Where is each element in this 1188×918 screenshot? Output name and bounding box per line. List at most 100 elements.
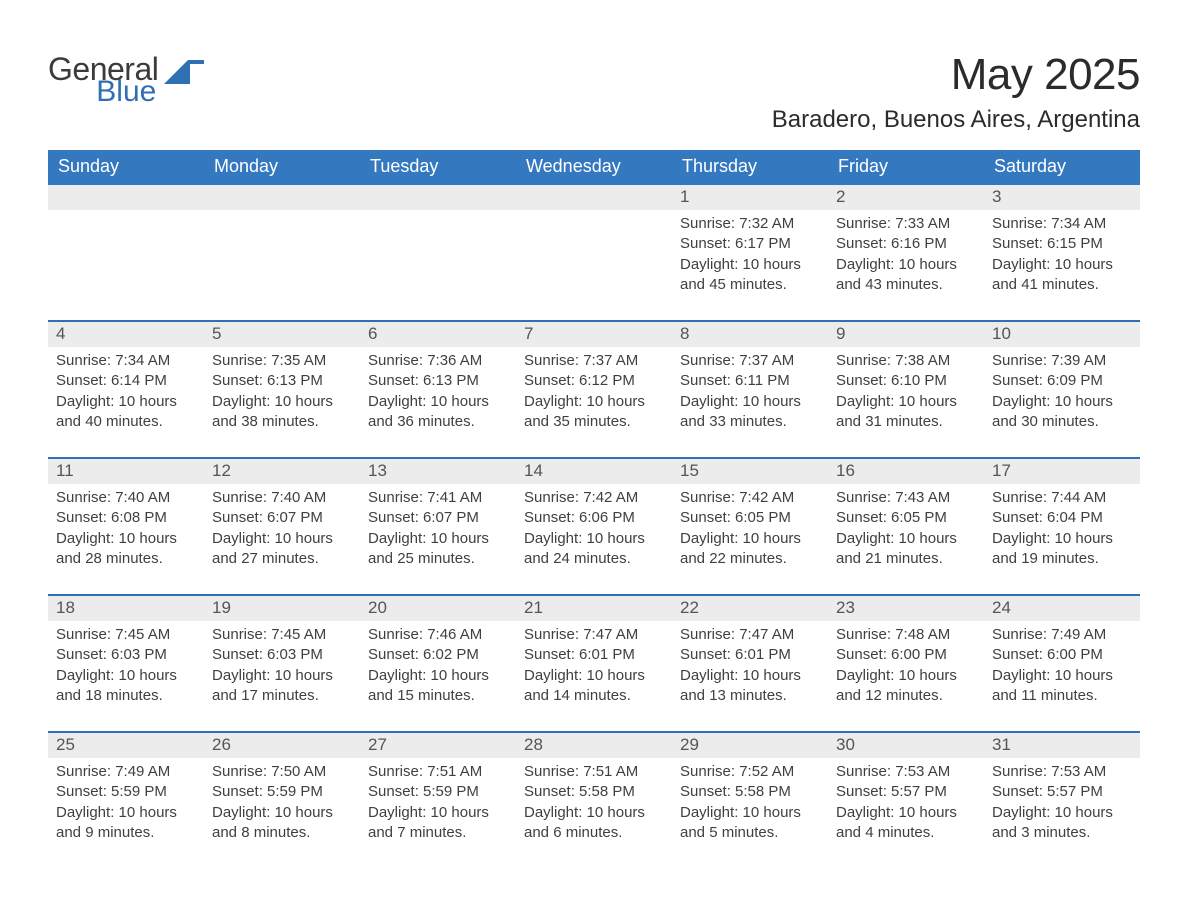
day-cell: Sunrise: 7:45 AMSunset: 6:03 PMDaylight:… <box>204 621 360 713</box>
logo-mark-icon <box>164 60 204 91</box>
daylight-line: Daylight: 10 hours and 25 minutes. <box>368 529 512 570</box>
weekday-header: Tuesday <box>360 150 516 185</box>
day-cell: Sunrise: 7:46 AMSunset: 6:02 PMDaylight:… <box>360 621 516 713</box>
sunrise-line: Sunrise: 7:41 AM <box>368 488 512 508</box>
day-number: 27 <box>360 733 516 758</box>
day-number: 31 <box>984 733 1140 758</box>
sunrise-line: Sunrise: 7:49 AM <box>992 625 1136 645</box>
sunrise-line: Sunrise: 7:49 AM <box>56 762 200 782</box>
day-number: 18 <box>48 596 204 621</box>
daylight-line: Daylight: 10 hours and 4 minutes. <box>836 803 980 844</box>
day-cell: Sunrise: 7:34 AMSunset: 6:15 PMDaylight:… <box>984 210 1140 302</box>
sunrise-line: Sunrise: 7:46 AM <box>368 625 512 645</box>
day-cell: Sunrise: 7:48 AMSunset: 6:00 PMDaylight:… <box>828 621 984 713</box>
day-number: 12 <box>204 459 360 484</box>
location: Baradero, Buenos Aires, Argentina <box>772 106 1140 134</box>
day-number <box>204 185 360 210</box>
sunrise-line: Sunrise: 7:34 AM <box>992 214 1136 234</box>
daylight-line: Daylight: 10 hours and 40 minutes. <box>56 392 200 433</box>
weekday-header: Saturday <box>984 150 1140 185</box>
day-number: 6 <box>360 322 516 347</box>
day-cell: Sunrise: 7:36 AMSunset: 6:13 PMDaylight:… <box>360 347 516 439</box>
day-number-strip: 11121314151617 <box>48 457 1140 484</box>
sunset-line: Sunset: 6:16 PM <box>836 234 980 254</box>
sunset-line: Sunset: 5:59 PM <box>368 782 512 802</box>
sunset-line: Sunset: 6:03 PM <box>212 645 356 665</box>
daylight-line: Daylight: 10 hours and 28 minutes. <box>56 529 200 570</box>
sunrise-line: Sunrise: 7:33 AM <box>836 214 980 234</box>
day-number: 13 <box>360 459 516 484</box>
day-cell: Sunrise: 7:39 AMSunset: 6:09 PMDaylight:… <box>984 347 1140 439</box>
sunset-line: Sunset: 6:07 PM <box>368 508 512 528</box>
sunrise-line: Sunrise: 7:45 AM <box>56 625 200 645</box>
daylight-line: Daylight: 10 hours and 18 minutes. <box>56 666 200 707</box>
day-number: 22 <box>672 596 828 621</box>
week-row: 18192021222324Sunrise: 7:45 AMSunset: 6:… <box>48 594 1140 713</box>
daylight-line: Daylight: 10 hours and 6 minutes. <box>524 803 668 844</box>
sunrise-line: Sunrise: 7:37 AM <box>524 351 668 371</box>
day-cell: Sunrise: 7:32 AMSunset: 6:17 PMDaylight:… <box>672 210 828 302</box>
daylight-line: Daylight: 10 hours and 7 minutes. <box>368 803 512 844</box>
week-cells: Sunrise: 7:49 AMSunset: 5:59 PMDaylight:… <box>48 758 1140 850</box>
sunrise-line: Sunrise: 7:53 AM <box>992 762 1136 782</box>
day-number: 2 <box>828 185 984 210</box>
day-cell: Sunrise: 7:47 AMSunset: 6:01 PMDaylight:… <box>672 621 828 713</box>
sunset-line: Sunset: 6:05 PM <box>680 508 824 528</box>
sunset-line: Sunset: 6:14 PM <box>56 371 200 391</box>
day-cell: Sunrise: 7:44 AMSunset: 6:04 PMDaylight:… <box>984 484 1140 576</box>
sunset-line: Sunset: 6:03 PM <box>56 645 200 665</box>
sunrise-line: Sunrise: 7:50 AM <box>212 762 356 782</box>
sunrise-line: Sunrise: 7:51 AM <box>368 762 512 782</box>
sunrise-line: Sunrise: 7:40 AM <box>212 488 356 508</box>
day-number: 5 <box>204 322 360 347</box>
day-cell: Sunrise: 7:42 AMSunset: 6:05 PMDaylight:… <box>672 484 828 576</box>
weekday-header: Sunday <box>48 150 204 185</box>
day-cell: Sunrise: 7:34 AMSunset: 6:14 PMDaylight:… <box>48 347 204 439</box>
sunrise-line: Sunrise: 7:39 AM <box>992 351 1136 371</box>
daylight-line: Daylight: 10 hours and 14 minutes. <box>524 666 668 707</box>
day-number <box>48 185 204 210</box>
day-number: 15 <box>672 459 828 484</box>
week-row: 123Sunrise: 7:32 AMSunset: 6:17 PMDaylig… <box>48 185 1140 302</box>
day-number: 24 <box>984 596 1140 621</box>
daylight-line: Daylight: 10 hours and 12 minutes. <box>836 666 980 707</box>
day-cell: Sunrise: 7:33 AMSunset: 6:16 PMDaylight:… <box>828 210 984 302</box>
day-cell: Sunrise: 7:40 AMSunset: 6:07 PMDaylight:… <box>204 484 360 576</box>
sunset-line: Sunset: 5:59 PM <box>212 782 356 802</box>
sunset-line: Sunset: 6:08 PM <box>56 508 200 528</box>
weekday-header: Friday <box>828 150 984 185</box>
sunset-line: Sunset: 6:10 PM <box>836 371 980 391</box>
day-number-strip: 123 <box>48 185 1140 210</box>
daylight-line: Daylight: 10 hours and 3 minutes. <box>992 803 1136 844</box>
sunset-line: Sunset: 6:09 PM <box>992 371 1136 391</box>
sunset-line: Sunset: 6:06 PM <box>524 508 668 528</box>
daylight-line: Daylight: 10 hours and 43 minutes. <box>836 255 980 296</box>
sunrise-line: Sunrise: 7:52 AM <box>680 762 824 782</box>
day-cell: Sunrise: 7:43 AMSunset: 6:05 PMDaylight:… <box>828 484 984 576</box>
sunset-line: Sunset: 6:13 PM <box>368 371 512 391</box>
sunrise-line: Sunrise: 7:47 AM <box>524 625 668 645</box>
day-number: 25 <box>48 733 204 758</box>
daylight-line: Daylight: 10 hours and 9 minutes. <box>56 803 200 844</box>
day-number-strip: 18192021222324 <box>48 594 1140 621</box>
day-number: 9 <box>828 322 984 347</box>
day-number: 1 <box>672 185 828 210</box>
day-number: 17 <box>984 459 1140 484</box>
day-number: 7 <box>516 322 672 347</box>
week-row: 25262728293031Sunrise: 7:49 AMSunset: 5:… <box>48 731 1140 850</box>
day-number: 21 <box>516 596 672 621</box>
daylight-line: Daylight: 10 hours and 33 minutes. <box>680 392 824 433</box>
day-cell: Sunrise: 7:49 AMSunset: 6:00 PMDaylight:… <box>984 621 1140 713</box>
sunset-line: Sunset: 6:00 PM <box>836 645 980 665</box>
sunset-line: Sunset: 5:57 PM <box>992 782 1136 802</box>
sunrise-line: Sunrise: 7:51 AM <box>524 762 668 782</box>
day-cell: Sunrise: 7:49 AMSunset: 5:59 PMDaylight:… <box>48 758 204 850</box>
day-cell: Sunrise: 7:35 AMSunset: 6:13 PMDaylight:… <box>204 347 360 439</box>
day-cell <box>204 210 360 302</box>
sunrise-line: Sunrise: 7:38 AM <box>836 351 980 371</box>
sunrise-line: Sunrise: 7:32 AM <box>680 214 824 234</box>
month-title: May 2025 <box>772 50 1140 100</box>
day-number <box>516 185 672 210</box>
sunset-line: Sunset: 6:11 PM <box>680 371 824 391</box>
daylight-line: Daylight: 10 hours and 31 minutes. <box>836 392 980 433</box>
